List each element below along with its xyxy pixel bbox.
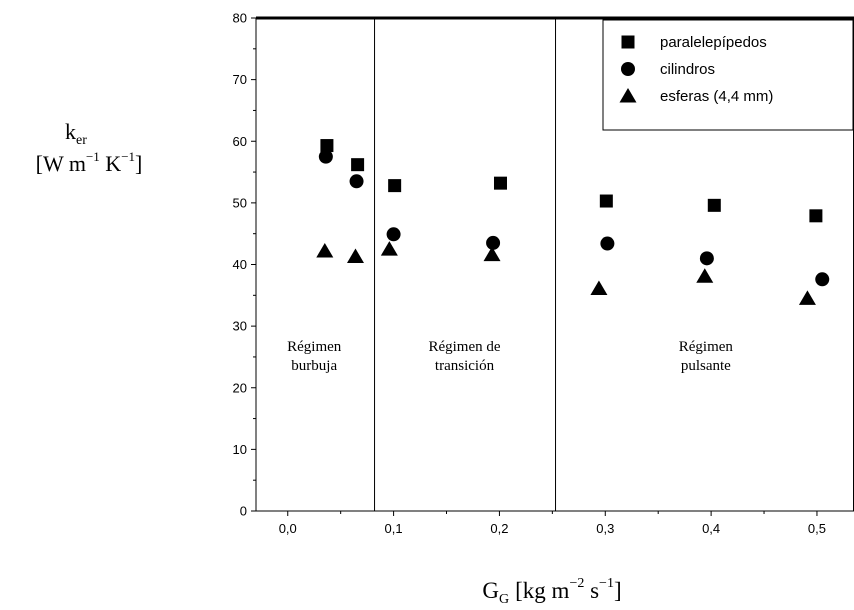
x-axis-unit-close: ] — [614, 578, 622, 603]
y-tick-label: 60 — [233, 134, 247, 149]
y-tick-label: 20 — [233, 380, 247, 395]
regime-label-2: Régimen de transición — [428, 339, 500, 374]
point-square — [388, 179, 402, 193]
point-square — [320, 139, 334, 153]
regime-label-line: burbuja — [291, 358, 337, 374]
regime-label-line: Régimen — [287, 339, 342, 355]
point-square — [809, 209, 823, 223]
y-axis: 0 10 20 30 40 50 60 70 80 — [233, 11, 256, 519]
point-circle — [386, 227, 401, 242]
y-axis-label-symbol: k — [65, 119, 76, 144]
x-axis-unit-mid: s — [584, 578, 599, 603]
x-tick-label: 0,1 — [385, 521, 403, 536]
x-axis-label-subscript: G — [499, 592, 509, 607]
y-axis-label-subscript: er — [76, 133, 87, 148]
legend-label: paralelepípedos — [660, 34, 767, 51]
y-axis-unit-exp1: −1 — [86, 149, 100, 164]
y-axis-label-units: [W m−1 K−1] — [36, 149, 143, 176]
point-triangle — [798, 290, 816, 305]
y-tick-label: 0 — [240, 504, 247, 519]
y-tick-label: 80 — [233, 11, 247, 26]
x-tick-label: 0,4 — [702, 521, 720, 536]
y-tick-label: 30 — [233, 319, 247, 334]
point-circle — [699, 251, 714, 266]
point-triangle — [483, 246, 501, 262]
regime-label-line: Régimen — [679, 339, 734, 355]
x-axis-unit-open: [kg m — [515, 578, 569, 603]
point-square — [493, 176, 507, 190]
y-tick-label: 40 — [233, 257, 247, 272]
point-triangle — [316, 242, 334, 258]
x-axis: 0,0 0,1 0,2 0,3 0,4 0,5 — [279, 511, 826, 536]
y-axis-label-line1: ker — [65, 119, 87, 148]
legend-marker-circle — [621, 62, 635, 76]
x-axis-unit-exp1: −2 — [569, 576, 584, 591]
point-circle — [600, 236, 615, 251]
y-axis-unit-close: ] — [135, 151, 142, 176]
x-tick-label: 0,0 — [279, 521, 297, 536]
legend-box — [602, 19, 854, 131]
region-divider-lines — [374, 18, 557, 511]
x-axis-unit-exp2: −1 — [599, 576, 614, 591]
y-axis-unit-open: [W m — [36, 151, 86, 176]
point-square — [351, 158, 365, 172]
data-points — [316, 139, 830, 305]
y-tick-label: 70 — [233, 72, 247, 87]
point-triangle — [346, 248, 364, 263]
legend-label: esferas (4,4 mm) — [660, 88, 773, 105]
regime-label-1: Régimen burbuja — [287, 339, 342, 374]
y-axis-unit-exp2: −1 — [121, 149, 135, 164]
regime-label-line: Régimen de — [428, 339, 500, 355]
x-tick-label: 0,5 — [808, 521, 826, 536]
point-triangle — [380, 241, 398, 256]
x-axis-label-symbol: G — [482, 578, 499, 603]
point-circle — [486, 235, 501, 250]
point-square — [599, 194, 613, 208]
x-tick-label: 0,3 — [596, 521, 614, 536]
regime-label-line: transición — [435, 358, 495, 374]
regime-label-3: Régimen pulsante — [679, 339, 734, 374]
y-axis-unit-mid: K — [100, 151, 122, 176]
x-axis-label: GG [kg m−2 s−1] — [482, 576, 621, 607]
legend-label: cilindros — [660, 61, 715, 78]
point-square — [707, 198, 721, 212]
point-triangle — [590, 280, 608, 296]
y-tick-label: 10 — [233, 442, 247, 457]
y-tick-label: 50 — [233, 195, 247, 210]
legend-marker-square — [621, 35, 635, 49]
point-circle — [318, 149, 333, 164]
point-triangle — [696, 268, 714, 283]
point-circle — [349, 174, 364, 189]
legend-marker-triangle — [619, 88, 637, 103]
legend: paralelepípedos cilindros esferas (4,4 mm) — [602, 19, 854, 131]
point-circle — [815, 272, 830, 287]
regime-label-line: pulsante — [681, 358, 731, 374]
x-tick-label: 0,2 — [490, 521, 508, 536]
